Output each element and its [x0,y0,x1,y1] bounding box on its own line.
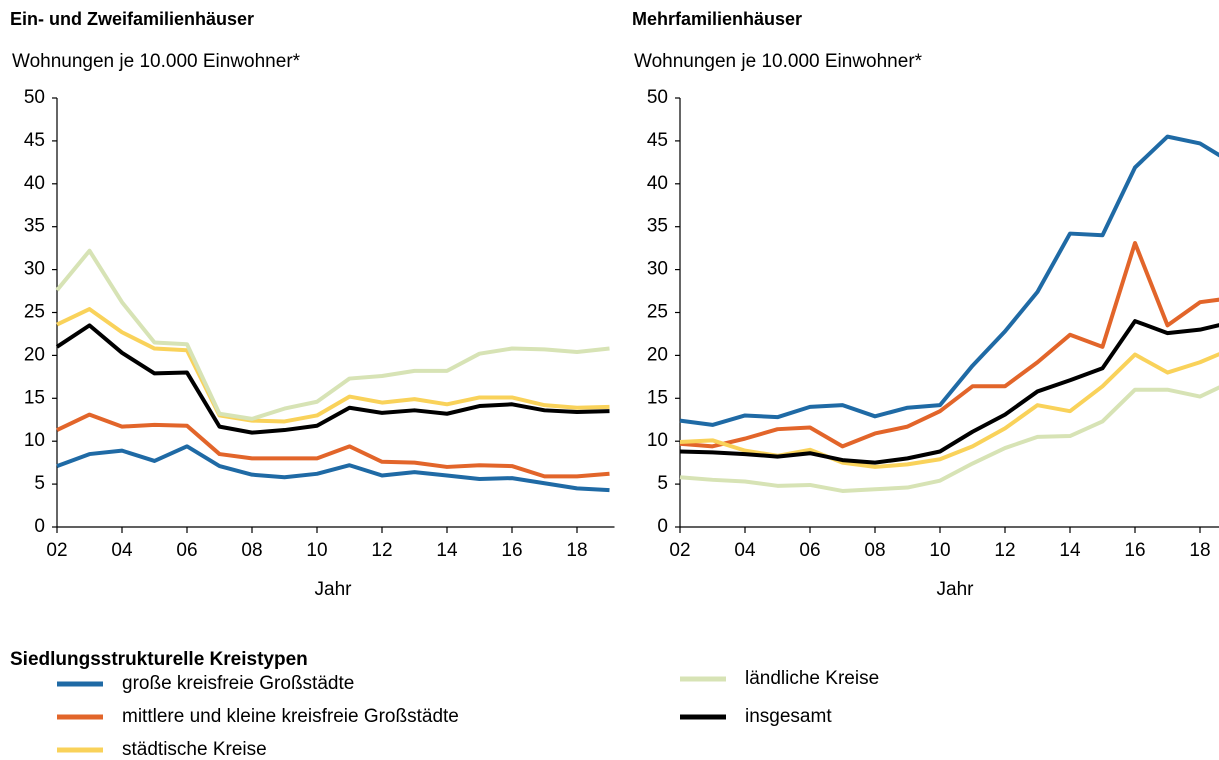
x-tick-label: 06 [176,540,197,561]
x-tick-label: 14 [1059,540,1081,561]
y-tick-label: 40 [647,173,668,194]
y-tick-label: 40 [24,173,45,194]
chart-title: Mehrfamilienhäuser [632,9,802,29]
x-tick-label: 12 [371,540,392,561]
series-line [679,385,1219,493]
y-tick-label: 25 [24,302,45,323]
x-tick-label: 16 [501,540,522,561]
y-tick-label: 10 [24,430,45,451]
x-tick-label: 06 [799,540,820,561]
legend-label: städtische Kreise [122,739,267,760]
y-tick-label: 50 [24,87,45,108]
y-tick-label: 0 [657,516,668,537]
x-tick-label: 04 [111,540,133,561]
x-tick-label: 02 [46,540,67,561]
x-tick-label: 10 [306,540,327,561]
x-axis-label: Jahr [937,579,975,600]
legend-label: mittlere und kleine kreisfreie Großstädt… [122,706,459,727]
y-tick-label: 20 [24,344,45,365]
y-tick-label: 45 [24,130,45,151]
x-tick-label: 08 [864,540,885,561]
series-line [55,248,610,421]
series-line [679,352,1219,469]
y-tick-label: 35 [647,216,668,237]
y-tick-label: 45 [647,130,668,151]
x-tick-label: 08 [241,540,262,561]
y-tick-label: 25 [647,302,668,323]
legend-title: Siedlungsstrukturelle Kreistypen [10,649,308,670]
y-tick-label: 5 [34,473,45,494]
y-tick-label: 30 [24,259,45,280]
x-tick-label: 18 [1189,540,1210,561]
y-tick-label: 50 [647,87,668,108]
y-tick-label: 5 [657,473,668,494]
series-line [56,444,610,493]
y-tick-label: 30 [647,259,668,280]
series-line [679,241,1219,449]
x-tick-label: 12 [994,540,1015,561]
x-tick-label: 04 [734,540,756,561]
x-axis-label: Jahr [315,579,353,600]
chart-title: Ein- und Zweifamilienhäuser [10,9,254,29]
y-tick-label: 0 [34,516,45,537]
y-tick-label: 15 [647,387,668,408]
y-axis-label: Wohnungen je 10.000 Einwohner* [634,51,923,72]
legend-label: insgesamt [745,706,832,727]
y-tick-label: 10 [647,430,668,451]
series-line [679,134,1219,427]
y-axis-label: Wohnungen je 10.000 Einwohner* [12,51,301,72]
series-line [56,412,610,479]
x-tick-label: 14 [436,540,458,561]
series-line [56,307,610,424]
legend-label: große kreisfreie Großstädte [122,673,354,694]
series-line [55,323,610,435]
y-tick-label: 15 [24,387,45,408]
x-tick-label: 16 [1124,540,1145,561]
series-line [679,319,1219,465]
y-tick-label: 20 [647,344,668,365]
x-tick-label: 10 [929,540,950,561]
legend-label: ländliche Kreise [745,668,879,689]
x-tick-label: 18 [566,540,587,561]
x-tick-label: 02 [669,540,690,561]
y-tick-label: 35 [24,216,45,237]
